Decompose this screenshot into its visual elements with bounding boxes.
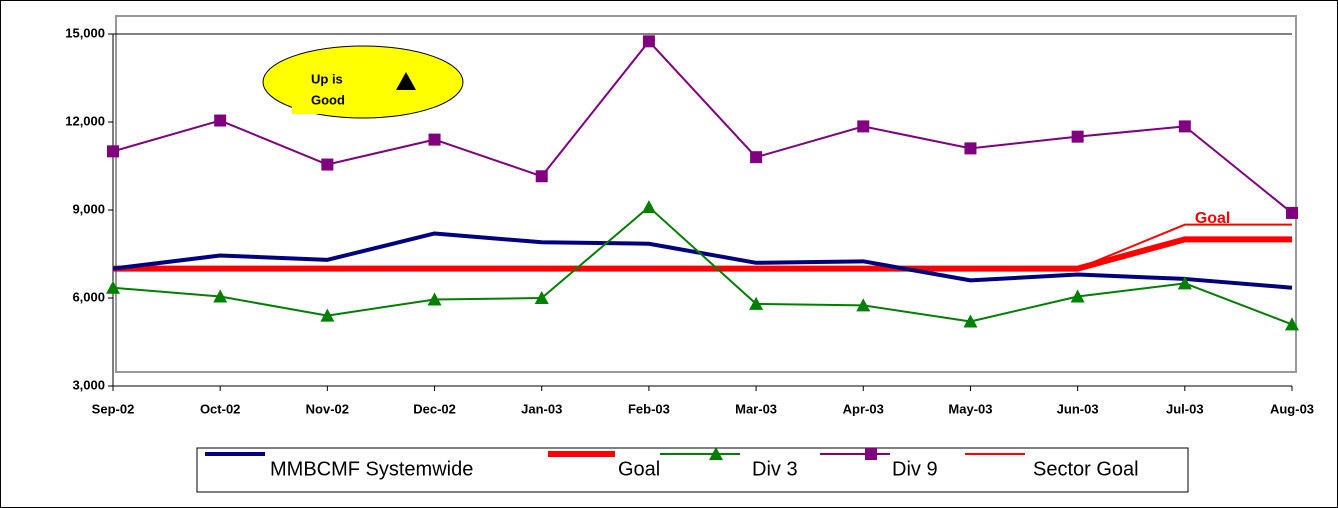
data-point bbox=[857, 120, 870, 133]
data-point bbox=[427, 292, 442, 306]
data-point bbox=[964, 142, 977, 155]
series-line bbox=[112, 40, 1293, 214]
data-point bbox=[428, 133, 441, 146]
up-arrow bbox=[396, 72, 416, 90]
series-line bbox=[112, 206, 1293, 326]
legend-marker bbox=[709, 447, 723, 460]
data-point bbox=[750, 151, 763, 164]
data-point bbox=[1178, 120, 1191, 133]
data-point bbox=[856, 298, 871, 312]
data-point bbox=[1071, 130, 1084, 143]
x-tick-label: Nov-02 bbox=[306, 401, 349, 416]
x-tick-label: Sep-02 bbox=[92, 401, 135, 416]
data-point bbox=[535, 170, 548, 183]
x-tick-label: Oct-02 bbox=[200, 401, 240, 416]
data-point bbox=[1286, 206, 1298, 219]
x-tick-label: May-03 bbox=[948, 401, 992, 416]
data-point bbox=[642, 35, 655, 48]
y-tick-label: 6,000 bbox=[72, 289, 105, 304]
legend bbox=[196, 447, 1189, 493]
y-tick-label: 12,000 bbox=[65, 113, 105, 128]
data-point bbox=[534, 291, 549, 304]
legend-label: Goal bbox=[618, 458, 660, 480]
data-point bbox=[321, 158, 334, 171]
x-tick-label: Mar-03 bbox=[735, 401, 777, 416]
y-tick-label: 15,000 bbox=[65, 25, 105, 40]
data-point bbox=[1285, 317, 1299, 331]
x-tick-label: Aug-03 bbox=[1270, 401, 1314, 416]
data-point bbox=[320, 308, 335, 322]
y-tick-label: 3,000 bbox=[72, 377, 105, 392]
legend-label: Div 9 bbox=[892, 458, 938, 480]
x-tick-label: Jun-03 bbox=[1057, 401, 1099, 416]
data-point bbox=[963, 314, 978, 328]
legend-label: MMBCMF Systemwide bbox=[270, 458, 473, 480]
data-point bbox=[213, 289, 228, 303]
series-line bbox=[112, 231, 1293, 290]
legend-label: Div 3 bbox=[752, 458, 798, 480]
plot-frame bbox=[115, 15, 1297, 373]
x-tick-label: Dec-02 bbox=[413, 401, 456, 416]
data-point bbox=[749, 296, 764, 310]
x-tick-label: Jan-03 bbox=[521, 401, 562, 416]
callout-text: Up is bbox=[311, 71, 343, 86]
legend-label: Sector Goal bbox=[1033, 458, 1139, 480]
data-point bbox=[214, 114, 227, 127]
y-tick-label: 9,000 bbox=[72, 201, 105, 216]
data-point bbox=[1070, 289, 1085, 303]
x-tick-label: Apr-03 bbox=[843, 401, 884, 416]
data-point bbox=[1177, 276, 1192, 290]
data-point bbox=[106, 280, 120, 294]
x-tick-label: Jul-03 bbox=[1166, 401, 1204, 416]
data-point bbox=[107, 145, 119, 158]
x-tick-label: Feb-03 bbox=[628, 401, 670, 416]
legend-marker bbox=[865, 448, 877, 460]
goal-label: Goal bbox=[1195, 210, 1231, 227]
series-line bbox=[113, 236, 1292, 272]
callout-box bbox=[292, 60, 387, 114]
callout-text: Good bbox=[311, 92, 345, 107]
data-point bbox=[641, 200, 656, 214]
